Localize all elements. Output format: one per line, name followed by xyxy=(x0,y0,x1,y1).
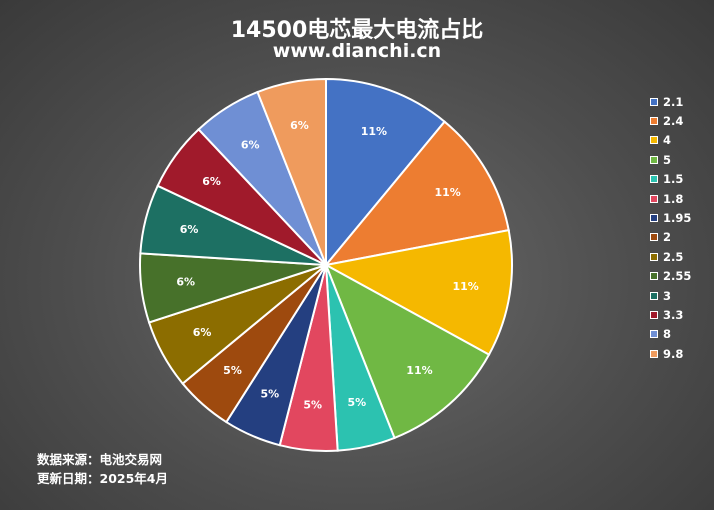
legend-item-9.8: 9.8 xyxy=(650,344,691,363)
legend-swatch xyxy=(650,136,658,145)
legend-label: 3.3 xyxy=(663,307,684,322)
data-label-8: 6% xyxy=(241,139,260,152)
data-label-4: 11% xyxy=(452,280,478,293)
legend-item-3.3: 3.3 xyxy=(650,305,691,324)
legend-swatch xyxy=(650,291,658,300)
data-label-2.4: 11% xyxy=(434,186,460,199)
legend-item-2.5: 2.5 xyxy=(650,247,691,266)
legend-item-1.5: 1.5 xyxy=(650,170,691,189)
data-label-3: 6% xyxy=(180,223,199,236)
legend-label: 4 xyxy=(663,133,672,148)
legend-swatch xyxy=(650,175,658,184)
legend-label: 5 xyxy=(663,152,672,167)
data-label-2.1: 11% xyxy=(361,125,387,138)
legend-item-5: 5 xyxy=(650,150,691,169)
update-date-note: 更新日期：2025年4月 xyxy=(37,471,168,486)
legend-swatch xyxy=(650,252,658,261)
legend-label: 8 xyxy=(663,327,672,342)
pie-slice-4 xyxy=(323,228,513,356)
legend-item-2.4: 2.4 xyxy=(650,111,691,130)
legend-item-1.8: 1.8 xyxy=(650,189,691,208)
legend-swatch xyxy=(650,233,658,242)
legend-swatch xyxy=(650,97,658,106)
legend-swatch xyxy=(650,155,658,164)
data-label-3.3: 6% xyxy=(202,175,221,188)
legend-label: 2.4 xyxy=(663,114,684,129)
legend-swatch xyxy=(650,272,658,281)
legend-item-2.55: 2.55 xyxy=(650,267,691,286)
legend-label: 1.8 xyxy=(663,191,684,206)
legend-item-2: 2 xyxy=(650,228,691,247)
legend-swatch xyxy=(650,117,658,126)
data-label-2.55: 6% xyxy=(176,276,195,289)
legend-label: 1.5 xyxy=(663,172,684,187)
pie-slice-2.4 xyxy=(323,120,510,267)
legend-label: 2.5 xyxy=(663,249,684,264)
legend-swatch xyxy=(650,330,658,339)
legend-label: 2.1 xyxy=(663,94,684,109)
data-source-note: 数据来源：电池交易网 xyxy=(37,452,163,467)
legend-item-1.95: 1.95 xyxy=(650,208,691,227)
pie-slice-2.1 xyxy=(325,77,446,268)
data-label-1.5: 5% xyxy=(347,396,366,409)
pie-slice-5 xyxy=(324,262,491,440)
legend-swatch xyxy=(650,310,658,319)
chart-subtitle: www.dianchi.cn xyxy=(272,40,442,62)
data-label-2: 5% xyxy=(223,364,242,377)
pie-slice-9.8 xyxy=(256,77,327,266)
legend-label: 9.8 xyxy=(663,346,684,361)
legend: 2.1 2.4 4 5 1.5 1.8 1.95 2 2.5 2.55 3 3.3 8 9.8 xyxy=(650,92,691,363)
legend-label: 3 xyxy=(663,288,672,303)
legend-label: 1.95 xyxy=(663,211,692,226)
data-label-1.8: 5% xyxy=(303,399,322,412)
legend-swatch xyxy=(650,349,658,358)
legend-item-2.1: 2.1 xyxy=(650,92,691,111)
data-label-5: 11% xyxy=(406,364,432,377)
legend-label: 2 xyxy=(663,230,672,245)
legend-item-4: 4 xyxy=(650,131,691,150)
data-label-1.95: 5% xyxy=(261,388,280,401)
data-label-2.5: 6% xyxy=(193,326,212,339)
chart-title: 14500电芯最大电流占比 xyxy=(230,18,484,43)
legend-item-8: 8 xyxy=(650,325,691,344)
legend-label: 2.55 xyxy=(663,269,692,284)
legend-swatch xyxy=(650,194,658,203)
legend-swatch xyxy=(650,214,658,223)
data-label-9.8: 6% xyxy=(290,119,309,132)
legend-item-3: 3 xyxy=(650,286,691,305)
